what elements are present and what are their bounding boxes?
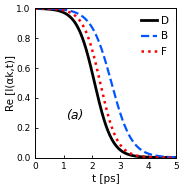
F [175,156,177,159]
Legend: D, B, F: D, B, F [139,14,171,59]
B [103,55,105,57]
F [103,98,105,100]
D [99,105,101,107]
D [171,156,173,159]
F [99,82,101,84]
Line: D: D [36,9,176,157]
Line: F: F [36,9,176,157]
D [103,118,105,121]
B [99,44,101,46]
F [42,7,44,10]
D [34,7,37,10]
F [171,156,173,159]
F [145,156,147,158]
B [42,7,44,10]
X-axis label: t [ps]: t [ps] [92,174,120,184]
B [34,7,37,10]
B [171,156,173,158]
D [42,8,44,10]
Text: (a): (a) [66,109,84,122]
B [145,152,147,154]
Y-axis label: Re [I(αk,t)]: Re [I(αk,t)] [5,55,15,111]
F [171,156,173,159]
B [175,156,177,158]
D [175,156,177,159]
F [34,7,37,10]
B [171,156,173,158]
D [145,156,147,158]
D [171,156,173,159]
Line: B: B [36,9,176,157]
